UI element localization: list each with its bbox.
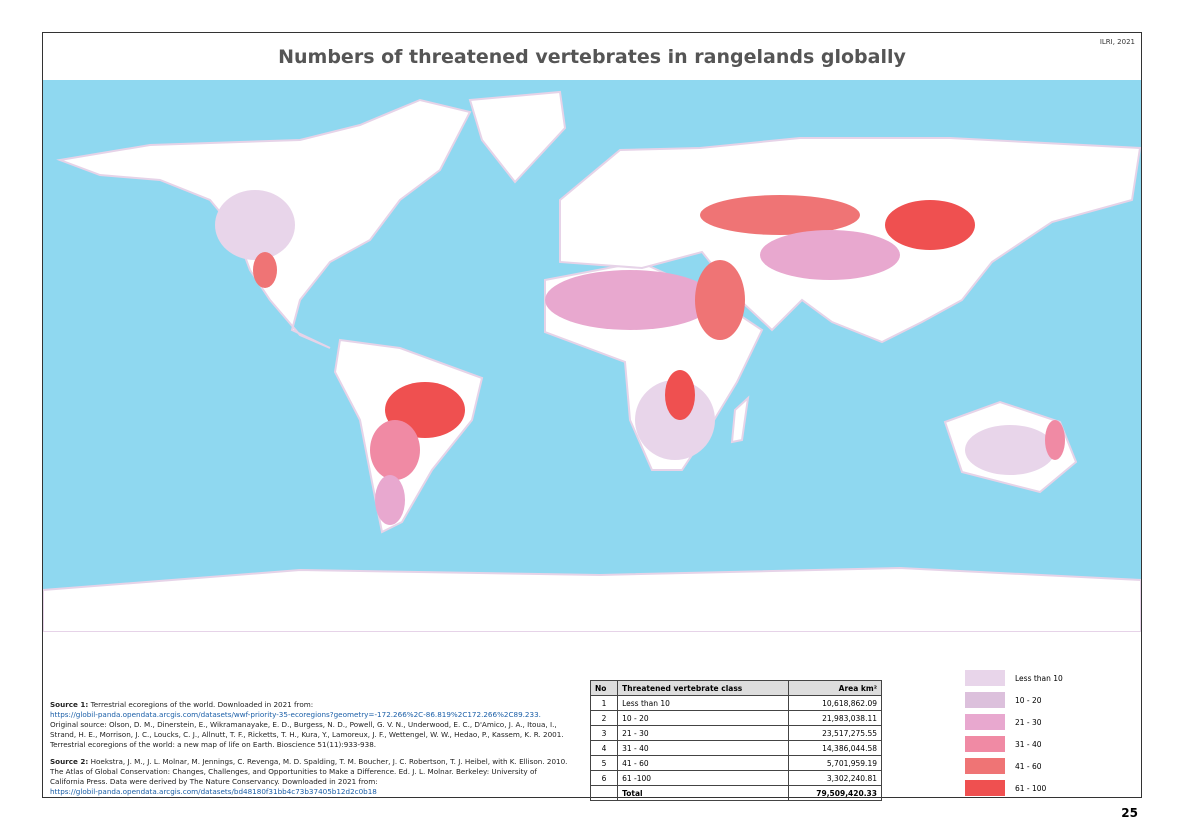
legend-label: 41 - 60 (1015, 761, 1042, 771)
title: Numbers of threatened vertebrates in ran… (278, 46, 906, 68)
sources: Source 1: Terrestrial ecoregions of the … (50, 700, 570, 804)
table-cell: 23,517,275.55 (788, 725, 882, 741)
area-table: No Threatened vertebrate class Area km² … (589, 680, 882, 801)
table-cell: 61 -100 (617, 770, 790, 786)
table-cell: 41 - 60 (617, 755, 790, 771)
column-header: Area km² (788, 680, 882, 696)
source-text: Hoekstra, J. M., J. L. Molnar, M. Jennin… (50, 757, 568, 786)
world-map (43, 80, 1141, 632)
table-row: 5 41 - 60 5,701,959.19 (589, 755, 882, 771)
source-text: Terrestrial ecoregions of the world. Dow… (90, 700, 314, 709)
legend-item: 41 - 60 (965, 755, 1063, 777)
table-cell: 2 (589, 710, 619, 726)
legend-item: 21 - 30 (965, 711, 1063, 733)
legend-swatch (965, 670, 1005, 686)
table-cell: 79,509,420.33 (788, 785, 882, 801)
table-cell: 10 - 20 (617, 710, 790, 726)
table-cell: 10,618,862.09 (788, 695, 882, 711)
table-total-row: Total 79,509,420.33 (589, 785, 882, 801)
table-cell: 3,302,240.81 (788, 770, 882, 786)
column-header: No (589, 680, 619, 696)
source-link[interactable]: https://globil-panda.opendata.arcgis.com… (50, 710, 541, 719)
table-cell: 21 - 30 (617, 725, 790, 741)
source-label: Source 1: (50, 700, 89, 709)
source-link[interactable]: https://globil-panda.opendata.arcgis.com… (50, 787, 377, 796)
legend-item: 10 - 20 (965, 689, 1063, 711)
legend-swatch (965, 736, 1005, 752)
map-shading (215, 190, 1065, 525)
page-number: 25 (1121, 806, 1138, 820)
table-row: 4 31 - 40 14,386,044.58 (589, 740, 882, 756)
legend-item: 31 - 40 (965, 733, 1063, 755)
table-cell: 3 (589, 725, 619, 741)
table-cell: 5 (589, 755, 619, 771)
legend-label: 21 - 30 (1015, 717, 1042, 727)
table-row: 2 10 - 20 21,983,038.11 (589, 710, 882, 726)
table-cell: Less than 10 (617, 695, 790, 711)
legend-swatch (965, 692, 1005, 708)
source-label: Source 2: (50, 757, 89, 766)
source-text: Original source: Olson, D. M., Dinerstei… (50, 720, 564, 749)
legend: Less than 10 10 - 20 21 - 30 31 - 40 41 - 60… (965, 667, 1063, 799)
table-cell: 6 (589, 770, 619, 786)
table-cell: Total (617, 785, 790, 801)
legend-label: Less than 10 (1015, 673, 1063, 683)
legend-swatch (965, 758, 1005, 774)
table-cell (589, 785, 619, 801)
table-body: 1 Less than 10 10,618,862.09 2 10 - 20 21,983… (589, 695, 882, 801)
legend-item: 61 - 100 (965, 777, 1063, 799)
legend-swatch (965, 714, 1005, 730)
table-cell: 31 - 40 (617, 740, 790, 756)
table-cell: 21,983,038.11 (788, 710, 882, 726)
table-cell: 4 (589, 740, 619, 756)
legend-swatch (965, 780, 1005, 796)
table-cell: 14,386,044.58 (788, 740, 882, 756)
table-cell: 5,701,959.19 (788, 755, 882, 771)
table-row: 6 61 -100 3,302,240.81 (589, 770, 882, 786)
legend-item: Less than 10 (965, 667, 1063, 689)
table-cell: 1 (589, 695, 619, 711)
table-row: 1 Less than 10 10,618,862.09 (589, 695, 882, 711)
legend-label: 31 - 40 (1015, 739, 1042, 749)
legend-label: 10 - 20 (1015, 695, 1042, 705)
credit: ILRI, 2021 (1099, 38, 1135, 46)
table-row: 3 21 - 30 23,517,275.55 (589, 725, 882, 741)
legend-label: 61 - 100 (1015, 783, 1047, 793)
column-header: Threatened vertebrate class (617, 680, 790, 696)
